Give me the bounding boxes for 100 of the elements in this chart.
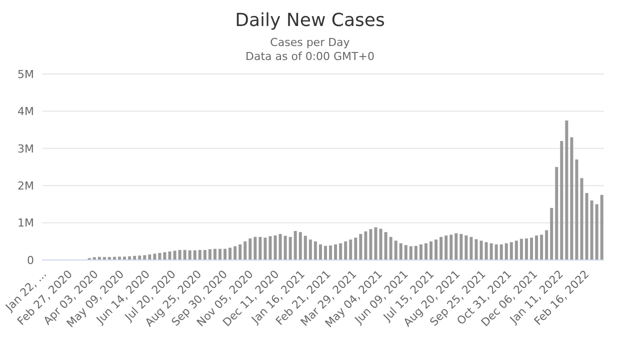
- bar: [514, 240, 518, 260]
- bar: [590, 200, 594, 260]
- bar: [470, 236, 473, 260]
- bar: [228, 248, 232, 260]
- bar: [318, 244, 322, 260]
- bar: [198, 250, 202, 260]
- bar: [394, 240, 398, 260]
- bar: [118, 256, 122, 260]
- bar: [575, 160, 578, 260]
- bar: [454, 233, 458, 260]
- bar: [183, 250, 186, 260]
- bar: [500, 244, 503, 260]
- bar: [430, 241, 433, 260]
- bar: [213, 248, 216, 260]
- bar: [188, 250, 192, 260]
- y-tick-label: 5M: [18, 68, 34, 81]
- bar: [208, 249, 212, 260]
- y-tick-label: 1M: [18, 216, 34, 230]
- bar: [379, 228, 382, 260]
- bar: [460, 234, 463, 260]
- bar: [148, 254, 152, 260]
- bar: [464, 235, 468, 260]
- bar: [434, 240, 438, 260]
- bar: [504, 243, 508, 260]
- bar: [474, 239, 478, 260]
- bar: [304, 236, 307, 260]
- bar: [264, 238, 267, 260]
- bar: [374, 227, 378, 260]
- bar: [163, 252, 166, 260]
- bar: [389, 236, 392, 260]
- bar: [524, 238, 528, 260]
- bar: [218, 248, 222, 260]
- bar: [153, 254, 156, 260]
- bar: [570, 137, 574, 260]
- bar: [268, 236, 272, 260]
- bar: [203, 250, 206, 260]
- bar: [555, 167, 558, 260]
- bar: [424, 243, 428, 260]
- y-tick-label: 0: [27, 254, 34, 267]
- bar: [484, 242, 488, 260]
- bar: [238, 244, 242, 260]
- y-tick-label: 2M: [18, 180, 34, 193]
- bar: [173, 250, 176, 260]
- chart-title: Daily New Cases: [234, 10, 386, 31]
- bar: [344, 241, 348, 260]
- bar: [510, 242, 513, 260]
- bar: [369, 229, 372, 260]
- bar: [600, 194, 604, 260]
- bar: [168, 251, 172, 260]
- bar: [334, 244, 338, 260]
- bar: [294, 230, 297, 260]
- bar: [354, 238, 358, 260]
- bar: [314, 241, 317, 260]
- bar: [580, 178, 584, 260]
- bar: [414, 246, 418, 260]
- bar: [248, 238, 252, 260]
- bar: [178, 250, 182, 260]
- bar: [535, 235, 538, 260]
- chart-subtitle: Cases per Day Data as of 0:00 GMT+0: [244, 36, 376, 63]
- bar: [234, 246, 237, 260]
- bar: [224, 248, 227, 260]
- bar: [540, 234, 544, 260]
- bar: [143, 255, 146, 260]
- y-tick-label: 4M: [18, 105, 34, 118]
- bar: [324, 246, 327, 260]
- bar: [329, 245, 332, 260]
- bar: [274, 235, 277, 260]
- bar: [364, 231, 368, 260]
- bar: [440, 236, 443, 260]
- bar: [359, 234, 362, 260]
- bar: [494, 244, 498, 260]
- bar: [258, 236, 262, 260]
- bar: [444, 235, 448, 260]
- bar: [298, 232, 302, 260]
- bar: [585, 193, 588, 260]
- bar: [254, 236, 257, 260]
- bar: [244, 241, 247, 260]
- bar: [565, 120, 568, 260]
- bar: [308, 240, 312, 260]
- bar: [339, 243, 342, 260]
- bar: [560, 140, 564, 260]
- bar: [123, 256, 126, 260]
- bar: [193, 250, 196, 260]
- bar: [384, 232, 388, 260]
- bar: [450, 234, 453, 260]
- bar: [92, 257, 96, 260]
- bar: [595, 204, 598, 260]
- y-tick-label: 3M: [18, 142, 34, 156]
- bar: [480, 240, 483, 260]
- bar: [284, 236, 287, 260]
- bar: [404, 245, 408, 260]
- bar: [520, 238, 523, 260]
- bar: [288, 236, 292, 260]
- bar: [278, 234, 282, 260]
- bar: [530, 238, 533, 260]
- bar: [349, 240, 352, 260]
- bar: [409, 246, 412, 260]
- bar: [399, 243, 402, 260]
- bar: [545, 230, 548, 260]
- bar: [419, 244, 422, 260]
